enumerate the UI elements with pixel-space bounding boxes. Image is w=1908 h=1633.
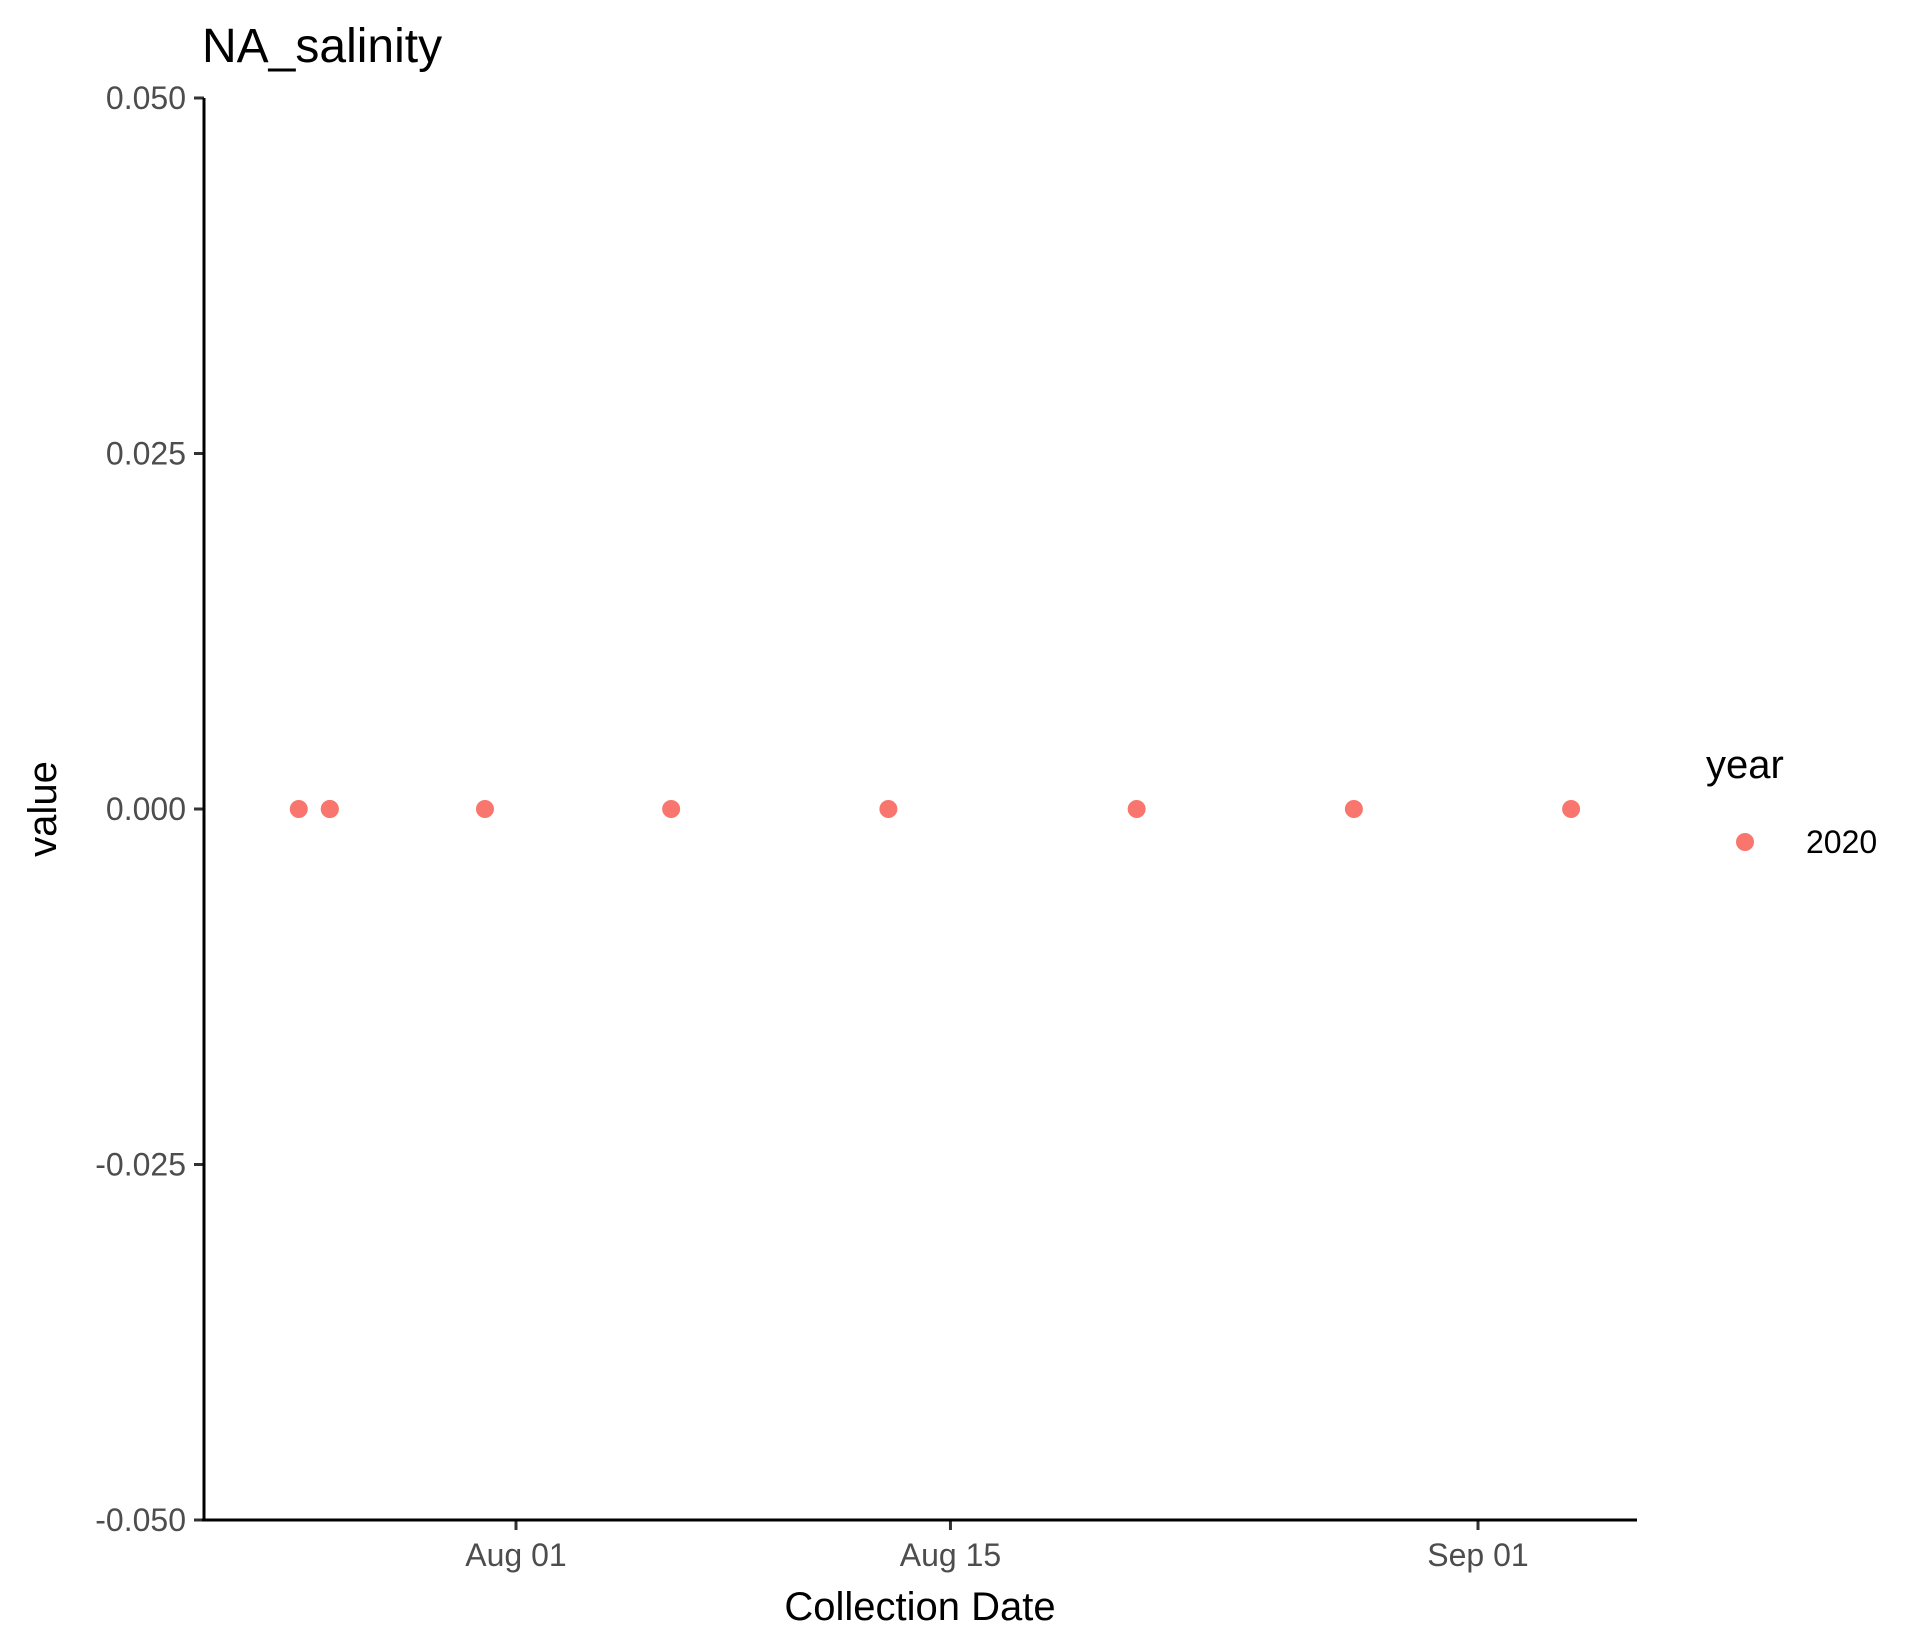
data-point [1127, 800, 1146, 818]
legend-entries: 2020 [1736, 824, 1877, 860]
legend-title: year [1706, 743, 1784, 787]
chart-title: NA_salinity [202, 20, 442, 73]
data-points [289, 800, 1581, 818]
data-point [1562, 800, 1581, 818]
data-point [879, 800, 898, 818]
x-tick-label: Aug 01 [465, 1537, 566, 1573]
y-tick-label: 0.050 [106, 80, 186, 116]
x-tick-label: Sep 01 [1427, 1537, 1528, 1573]
data-point [320, 800, 339, 818]
y-tick-label: -0.025 [95, 1147, 186, 1183]
x-axis-title: Collection Date [784, 1585, 1055, 1629]
legend-key [1736, 833, 1754, 851]
legend-label: 2020 [1806, 824, 1877, 860]
data-point [289, 800, 308, 818]
y-axis-title: value [21, 761, 65, 857]
legend: year 2020 [1706, 743, 1877, 860]
y-tick-label: 0.025 [106, 436, 186, 472]
data-point [662, 800, 681, 818]
x-axis-ticks: Aug 01 Aug 15 Sep 01 [465, 1520, 1529, 1573]
x-tick-label: Aug 15 [900, 1537, 1001, 1573]
y-tick-label: -0.050 [95, 1502, 186, 1538]
data-point [475, 800, 494, 818]
y-tick-label: 0.000 [106, 791, 186, 827]
y-axis-ticks: 0.050 0.025 0.000 -0.025 -0.050 [95, 80, 204, 1538]
data-point [1344, 800, 1363, 818]
